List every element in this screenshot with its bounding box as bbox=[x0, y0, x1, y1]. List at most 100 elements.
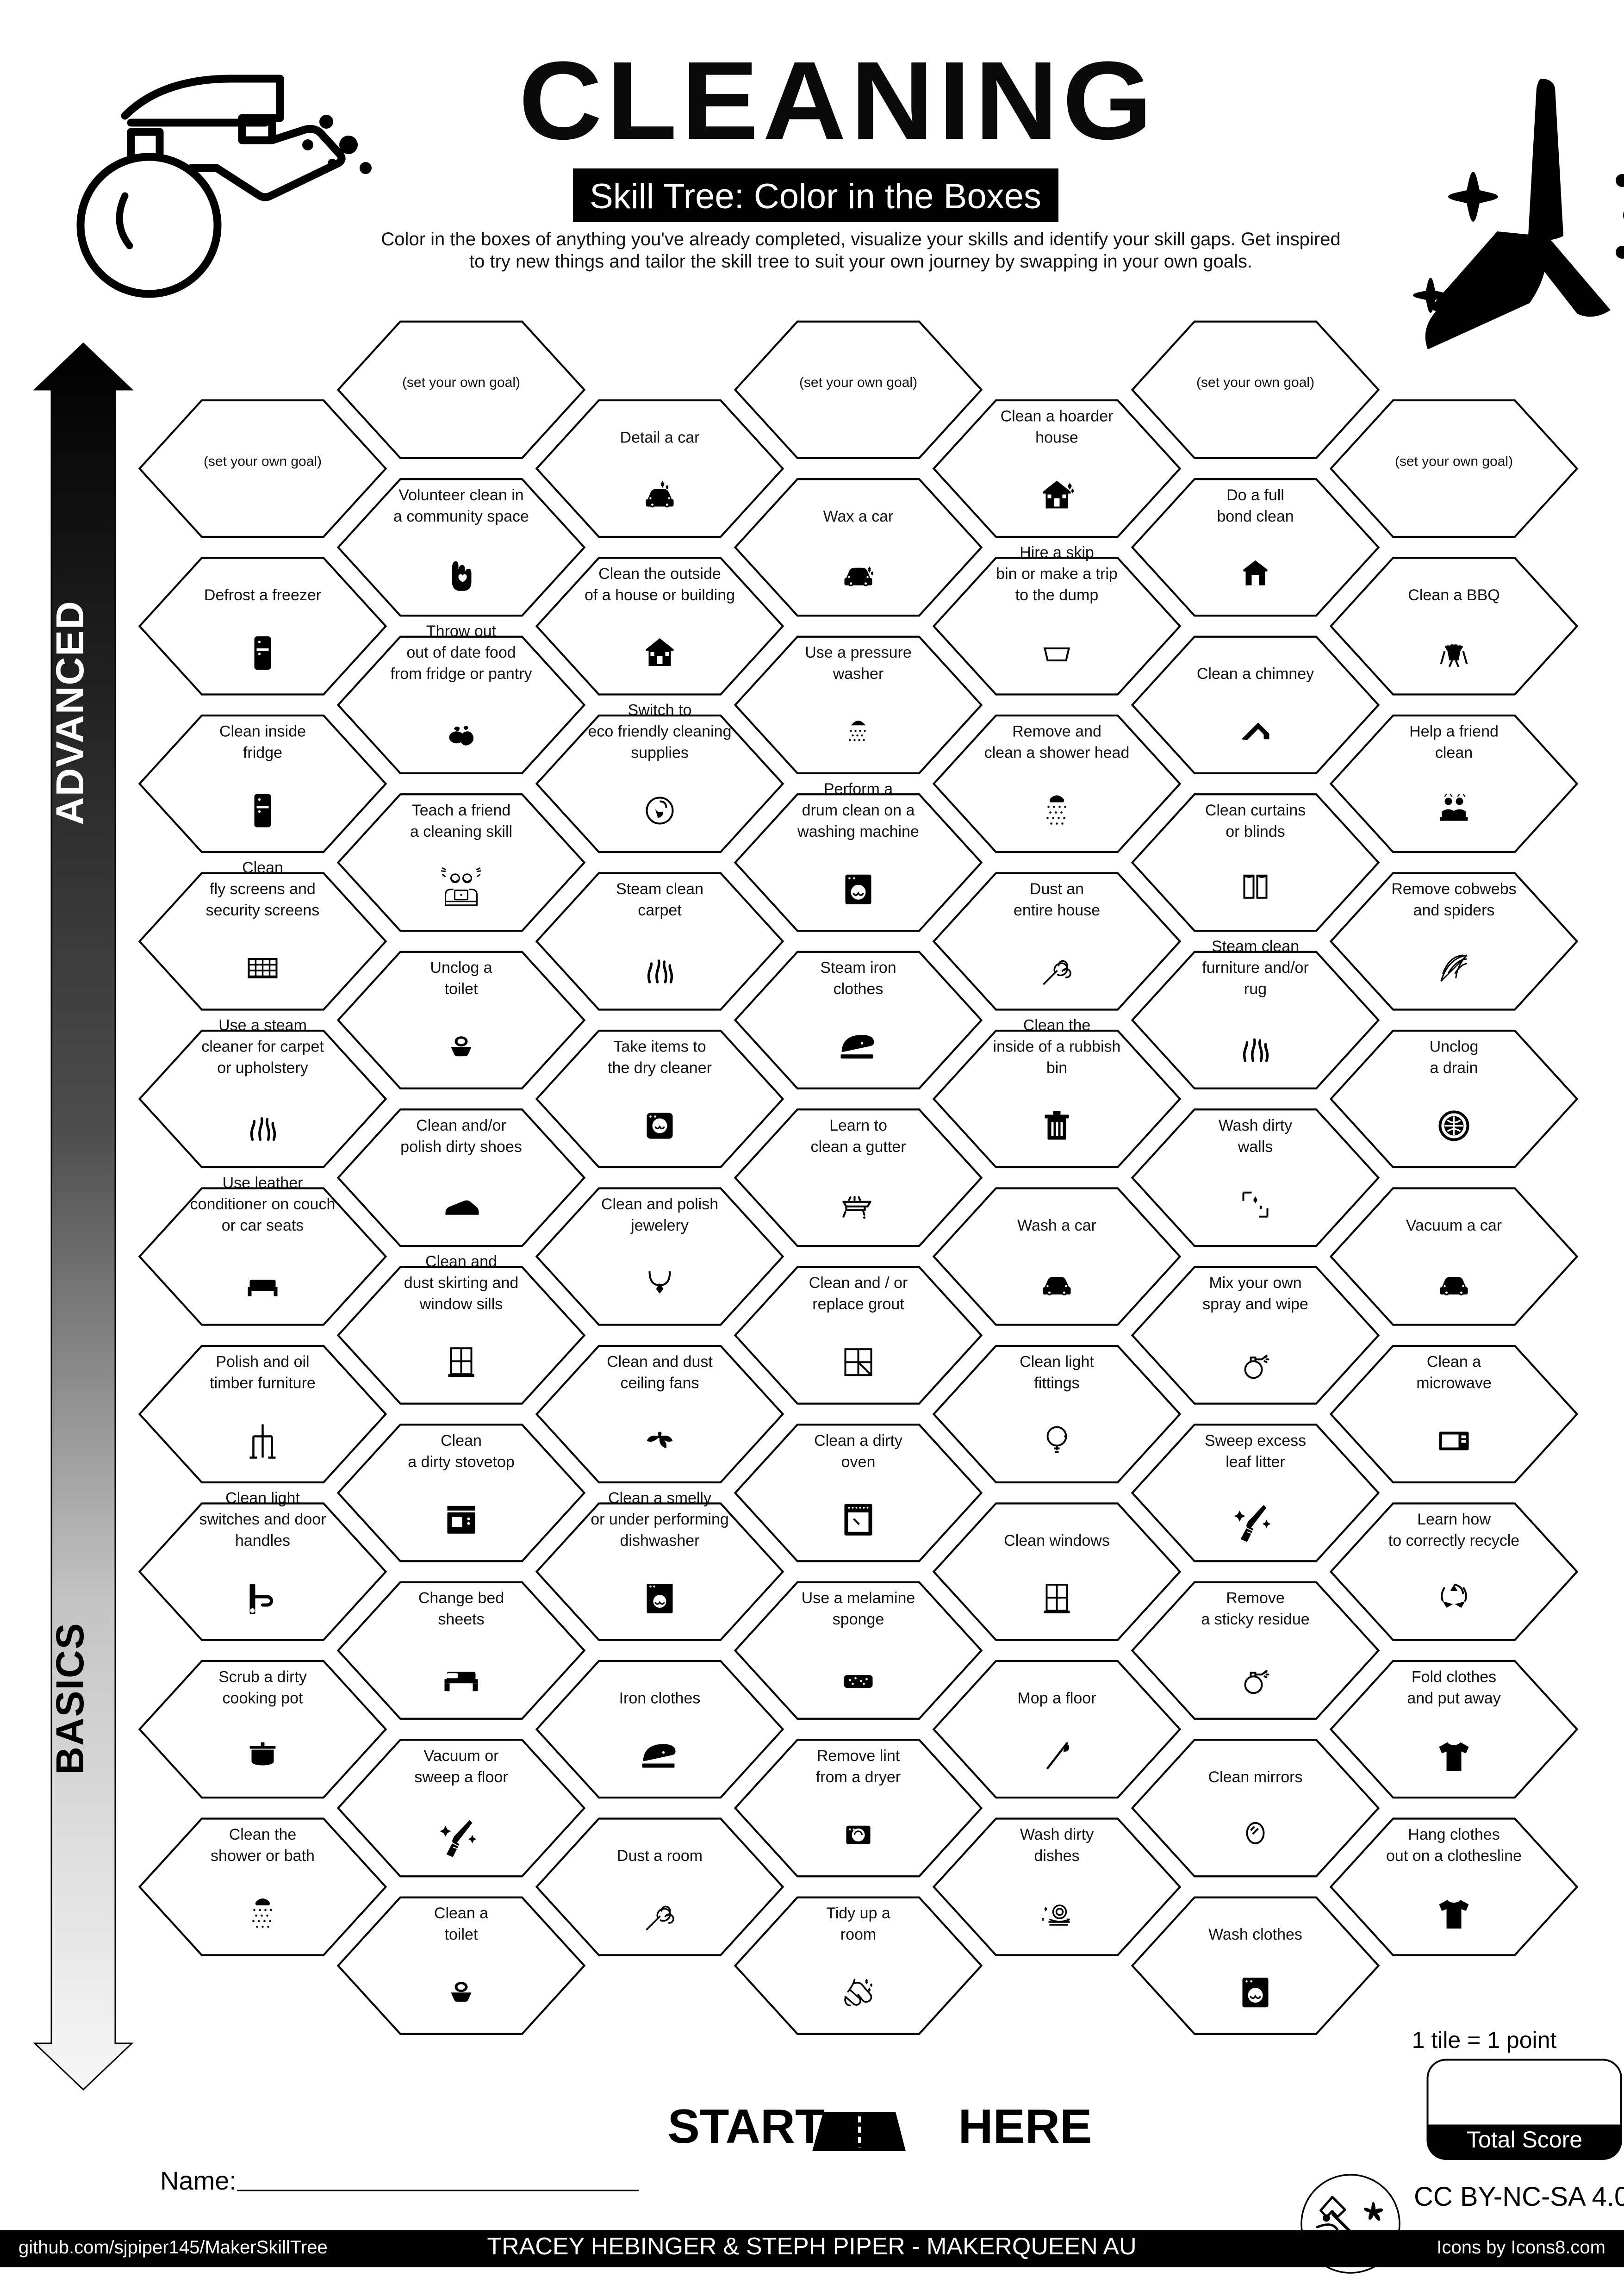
svg-text:replace grout: replace grout bbox=[812, 1295, 904, 1313]
svg-text:from a dryer: from a dryer bbox=[816, 1768, 901, 1786]
svg-text:Clean a chimney: Clean a chimney bbox=[1197, 665, 1314, 683]
svg-text:bin or make a trip: bin or make a trip bbox=[996, 565, 1118, 583]
svg-text:Vacuum or: Vacuum or bbox=[424, 1747, 499, 1765]
svg-text:Teach a friend: Teach a friend bbox=[412, 802, 511, 819]
svg-text:(set your own goal): (set your own goal) bbox=[1395, 454, 1513, 469]
svg-text:START: START bbox=[668, 2100, 825, 2153]
svg-text:rug: rug bbox=[1244, 980, 1267, 998]
svg-text:Clean the outside: Clean the outside bbox=[598, 565, 721, 583]
svg-text:or car seats: or car seats bbox=[222, 1217, 304, 1234]
svg-text:from fridge or pantry: from fridge or pantry bbox=[390, 665, 532, 683]
svg-text:eco friendly cleaning: eco friendly cleaning bbox=[588, 723, 732, 740]
svg-text:switches and door: switches and door bbox=[199, 1511, 326, 1528]
svg-text:the dry cleaner: the dry cleaner bbox=[608, 1059, 712, 1077]
svg-text:clean: clean bbox=[1435, 744, 1473, 762]
svg-text:Do a full: Do a full bbox=[1226, 486, 1284, 504]
svg-text:Clean a: Clean a bbox=[434, 1904, 488, 1922]
svg-text:sweep a floor: sweep a floor bbox=[414, 1768, 508, 1786]
svg-text:sponge: sponge bbox=[833, 1611, 884, 1628]
svg-text:Vacuum a car: Vacuum a car bbox=[1406, 1217, 1502, 1234]
svg-text:inside of a rubbish: inside of a rubbish bbox=[993, 1038, 1121, 1056]
svg-text:carpet: carpet bbox=[638, 902, 682, 919]
svg-text:Remove and: Remove and bbox=[1012, 723, 1101, 740]
svg-text:Wax a car: Wax a car bbox=[823, 508, 894, 525]
svg-text:Wash dirty: Wash dirty bbox=[1219, 1117, 1292, 1134]
svg-text:room: room bbox=[840, 1926, 876, 1943]
svg-text:walls: walls bbox=[1238, 1138, 1273, 1156]
svg-text:cooking pot: cooking pot bbox=[223, 1690, 303, 1707]
svg-text:Clean and: Clean and bbox=[425, 1253, 497, 1270]
svg-text:Clean and polish: Clean and polish bbox=[601, 1195, 718, 1213]
svg-text:Defrost a freezer: Defrost a freezer bbox=[204, 586, 321, 604]
svg-text:toilet: toilet bbox=[445, 1926, 478, 1943]
svg-text:Total Score: Total Score bbox=[1467, 2127, 1582, 2153]
svg-text:toilet: toilet bbox=[445, 980, 478, 998]
svg-text:window sills: window sills bbox=[419, 1295, 503, 1313]
svg-text:Help a friend: Help a friend bbox=[1409, 723, 1499, 740]
svg-text:and spiders: and spiders bbox=[1413, 902, 1495, 919]
svg-text:drum clean on a: drum clean on a bbox=[802, 802, 915, 819]
svg-text:Clean a: Clean a bbox=[1427, 1353, 1481, 1371]
svg-text:Use a steam: Use a steam bbox=[218, 1017, 307, 1034]
svg-text:Throw out: Throw out bbox=[426, 622, 497, 640]
svg-text:Steam clean: Steam clean bbox=[1212, 938, 1299, 955]
svg-text:(set your own goal): (set your own goal) bbox=[402, 375, 520, 390]
svg-text:Dust an: Dust an bbox=[1030, 880, 1084, 898]
svg-text:Clean a smelly: Clean a smelly bbox=[608, 1489, 711, 1507]
svg-text:of a house or building: of a house or building bbox=[585, 586, 735, 604]
svg-text:Wash a car: Wash a car bbox=[1017, 1217, 1096, 1234]
svg-text:Sweep excess: Sweep excess bbox=[1205, 1432, 1306, 1450]
svg-text:handles: handles bbox=[235, 1532, 290, 1549]
svg-text:dishwasher: dishwasher bbox=[620, 1532, 700, 1549]
svg-text:github.com/sjpiper145/MakerSki: github.com/sjpiper145/MakerSkillTree bbox=[19, 2237, 328, 2258]
svg-text:Steam clean: Steam clean bbox=[616, 880, 703, 898]
svg-text:or upholstery: or upholstery bbox=[217, 1059, 308, 1077]
svg-text:Iron clothes: Iron clothes bbox=[619, 1690, 701, 1707]
svg-text:spray and wipe: spray and wipe bbox=[1202, 1295, 1308, 1313]
svg-text:shower or bath: shower or bath bbox=[211, 1847, 315, 1865]
svg-text:Scrub a dirty: Scrub a dirty bbox=[218, 1668, 307, 1686]
svg-text:Polish and oil: Polish and oil bbox=[216, 1353, 309, 1371]
svg-text:Clean a hoarder: Clean a hoarder bbox=[1001, 408, 1114, 425]
svg-text:clothes: clothes bbox=[834, 980, 884, 998]
svg-text:Use leather: Use leather bbox=[223, 1174, 303, 1192]
svg-text:(set your own goal): (set your own goal) bbox=[204, 454, 322, 469]
svg-text:out of date food: out of date food bbox=[406, 644, 516, 661]
svg-text:entire house: entire house bbox=[1014, 902, 1100, 919]
svg-text:(set your own goal): (set your own goal) bbox=[799, 375, 917, 390]
svg-text:dust skirting and: dust skirting and bbox=[404, 1274, 519, 1292]
svg-text:timber furniture: timber furniture bbox=[210, 1375, 316, 1392]
svg-text:Clean and dust: Clean and dust bbox=[607, 1353, 713, 1371]
svg-text:Skill Tree: Color in the Boxes: Skill Tree: Color in the Boxes bbox=[590, 177, 1041, 216]
svg-text:Clean inside: Clean inside bbox=[219, 723, 306, 740]
svg-text:washing machine: washing machine bbox=[797, 823, 919, 840]
svg-text:bin: bin bbox=[1046, 1059, 1067, 1077]
svg-text:Clean the: Clean the bbox=[1023, 1017, 1091, 1034]
svg-text:furniture and/or: furniture and/or bbox=[1202, 959, 1309, 977]
svg-text:dishes: dishes bbox=[1034, 1847, 1079, 1865]
svg-text:Take items to: Take items to bbox=[613, 1038, 706, 1056]
svg-text:Dust a room: Dust a room bbox=[617, 1847, 703, 1865]
svg-text:Tidy up a: Tidy up a bbox=[826, 1904, 890, 1922]
svg-text:Clean the: Clean the bbox=[229, 1826, 297, 1843]
svg-text:microwave: microwave bbox=[1416, 1375, 1491, 1392]
svg-text:Learn to: Learn to bbox=[829, 1117, 887, 1134]
svg-text:Change bed: Change bed bbox=[418, 1589, 504, 1607]
svg-text:Hire a skip: Hire a skip bbox=[1020, 544, 1094, 561]
svg-text:a dirty stovetop: a dirty stovetop bbox=[408, 1453, 515, 1471]
svg-text:Icons by Icons8.com: Icons by Icons8.com bbox=[1437, 2237, 1605, 2258]
svg-text:Clean and / or: Clean and / or bbox=[809, 1274, 908, 1292]
svg-text:supplies: supplies bbox=[631, 744, 689, 762]
svg-text:Clean and/or: Clean and/or bbox=[416, 1117, 506, 1134]
svg-text:leaf litter: leaf litter bbox=[1226, 1453, 1285, 1471]
svg-text:Mop a floor: Mop a floor bbox=[1017, 1690, 1096, 1707]
svg-text:(set your own goal): (set your own goal) bbox=[1196, 375, 1314, 390]
svg-text:to the dump: to the dump bbox=[1015, 586, 1099, 604]
svg-text:Fold clothes: Fold clothes bbox=[1412, 1668, 1496, 1686]
svg-text:fly screens and: fly screens and bbox=[210, 880, 316, 898]
svg-text:sheets: sheets bbox=[438, 1611, 484, 1628]
svg-text:or blinds: or blinds bbox=[1226, 823, 1285, 840]
svg-text:Remove: Remove bbox=[1226, 1589, 1285, 1607]
svg-text:to correctly recycle: to correctly recycle bbox=[1388, 1532, 1519, 1549]
svg-text:Clean: Clean bbox=[242, 859, 283, 877]
